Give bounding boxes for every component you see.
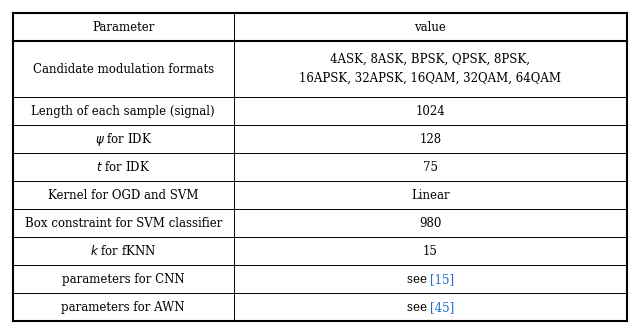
Text: Parameter: Parameter [92, 21, 154, 34]
Text: 980: 980 [419, 217, 442, 230]
Text: see: see [406, 301, 430, 314]
Text: value: value [415, 21, 446, 34]
Text: 128: 128 [419, 133, 442, 146]
Text: Length of each sample (signal): Length of each sample (signal) [31, 105, 215, 118]
Text: 4ASK, 8ASK, BPSK, QPSK, 8PSK,
16APSK, 32APSK, 16QAM, 32QAM, 64QAM: 4ASK, 8ASK, BPSK, QPSK, 8PSK, 16APSK, 32… [300, 53, 561, 85]
Text: $k$ for fKNN: $k$ for fKNN [90, 244, 156, 258]
Text: [15]: [15] [430, 273, 454, 286]
Text: Box constraint for SVM classifier: Box constraint for SVM classifier [24, 217, 222, 230]
Text: $t$ for IDK: $t$ for IDK [96, 160, 150, 174]
Text: Kernel for OGD and SVM: Kernel for OGD and SVM [48, 189, 198, 202]
Text: see: see [406, 273, 430, 286]
Text: $\psi$ for IDK: $\psi$ for IDK [95, 131, 152, 148]
Text: Linear: Linear [411, 189, 450, 202]
Text: 15: 15 [423, 245, 438, 258]
Text: 75: 75 [423, 161, 438, 174]
Text: [45]: [45] [430, 301, 454, 314]
Text: parameters for AWN: parameters for AWN [61, 301, 185, 314]
Text: parameters for CNN: parameters for CNN [62, 273, 184, 286]
Text: 1024: 1024 [415, 105, 445, 118]
Text: Candidate modulation formats: Candidate modulation formats [33, 63, 214, 76]
